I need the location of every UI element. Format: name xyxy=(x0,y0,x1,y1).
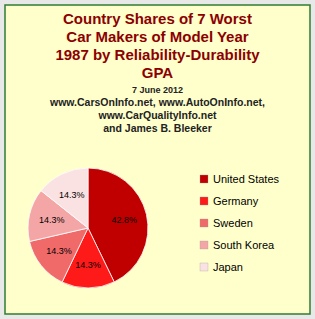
legend-item: South Korea xyxy=(200,239,275,251)
data-label: 42.8% xyxy=(111,215,137,225)
data-label: 14.3% xyxy=(75,260,101,270)
legend-item: Sweden xyxy=(200,217,253,229)
legend-swatch xyxy=(200,197,208,205)
legend-swatch xyxy=(200,219,208,227)
data-label: 14.3% xyxy=(39,215,65,225)
data-label: 14.3% xyxy=(46,246,72,256)
legend-swatch xyxy=(200,263,208,271)
legend-item: Germany xyxy=(200,195,259,207)
legend-label: Sweden xyxy=(213,217,253,229)
legend-label: Germany xyxy=(213,195,259,207)
chart: Country Shares of 7 WorstCar Makers of M… xyxy=(0,0,315,319)
legend-label: Japan xyxy=(213,261,243,273)
subtitle: 7 June 2012 xyxy=(132,85,183,95)
legend-swatch xyxy=(200,241,208,249)
panel xyxy=(5,5,310,314)
legend: United States Germany Sweden South Korea Jap… xyxy=(200,173,280,273)
legend-item: United States xyxy=(200,173,280,185)
title: Car Makers of Model Year xyxy=(66,28,248,45)
outer-background xyxy=(0,0,315,319)
title: Country Shares of 7 Worst xyxy=(63,10,252,27)
subtitle: and James B. Bleeker xyxy=(103,122,212,134)
title: 1987 by Reliability-Durability xyxy=(55,46,260,63)
data-labels: 42.8%14.3%14.3%14.3%14.3% xyxy=(39,190,137,271)
subtitle: www.CarQualityInfo.net xyxy=(97,109,217,121)
legend-swatch xyxy=(200,175,208,183)
subtitle: www.CarsOnInfo.net, www.AutoOnInfo.net, xyxy=(49,96,265,108)
legend-label: South Korea xyxy=(213,239,275,251)
title: GPA xyxy=(142,64,174,81)
legend-label: United States xyxy=(213,173,280,185)
legend-item: Japan xyxy=(200,261,243,273)
pie xyxy=(28,168,148,288)
data-label: 14.3% xyxy=(59,190,85,200)
